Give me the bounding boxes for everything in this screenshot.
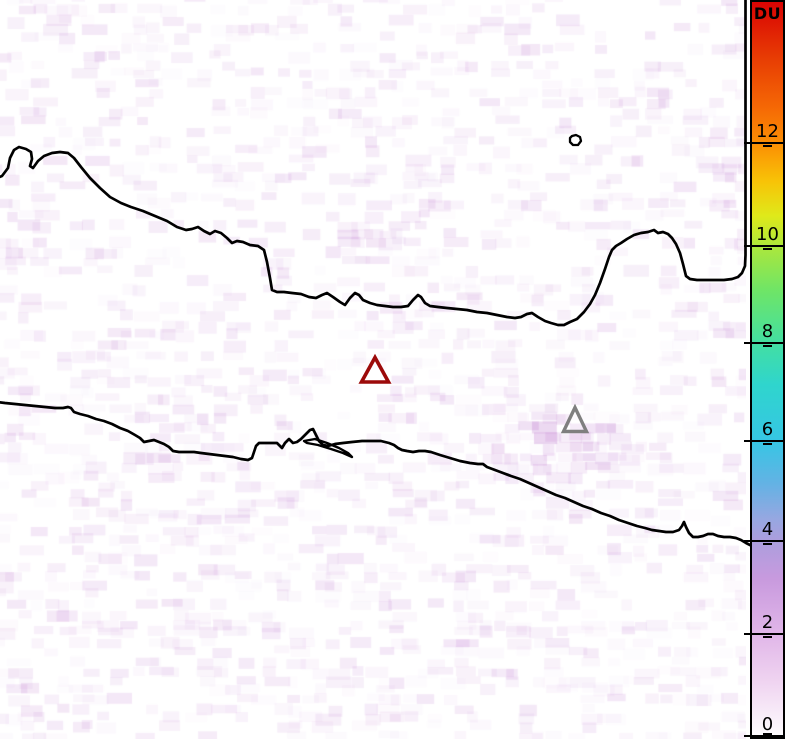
colorbar-outer-tick bbox=[744, 633, 751, 635]
colorbar-tick-line bbox=[752, 245, 783, 247]
colorbar-tick-dash bbox=[763, 144, 772, 147]
colorbar-tick-dash bbox=[763, 542, 772, 545]
colorbar-tick-line bbox=[752, 540, 783, 542]
colorbar-tick-line bbox=[752, 633, 783, 635]
colorbar-tick-label: 12 bbox=[756, 121, 779, 142]
colorbar-tick-line bbox=[752, 735, 783, 737]
colorbar-tick-dash bbox=[763, 442, 772, 445]
colorbar-outer-tick bbox=[744, 540, 751, 542]
pixel-retrieval-layer bbox=[0, 0, 746, 739]
small-island bbox=[568, 133, 583, 147]
colorbar-tick-dash bbox=[763, 635, 772, 638]
colorbar-tick-label: 0 bbox=[761, 714, 774, 735]
colorbar-outer-tick bbox=[744, 245, 751, 247]
lagoon-island-sliver bbox=[302, 437, 354, 459]
colorbar-outer-tick bbox=[744, 142, 751, 144]
colorbar-tick-label: 10 bbox=[756, 224, 779, 245]
colorbar-tick-line bbox=[752, 440, 783, 442]
colorbar-outer-tick bbox=[744, 342, 751, 344]
coastline-north-java bbox=[0, 0, 747, 327]
colorbar-outer-tick bbox=[744, 735, 751, 737]
volcano-marker-secondary bbox=[560, 403, 590, 434]
volcano-marker-primary bbox=[358, 353, 392, 384]
colorbar-tick-label: 6 bbox=[761, 419, 774, 440]
colorbar-tick-label: 8 bbox=[761, 321, 774, 342]
colorbar-outer-tick bbox=[744, 440, 751, 442]
colorbar-tick-dash bbox=[763, 733, 772, 736]
colorbar-tick-dash bbox=[763, 344, 772, 347]
colorbar-tick-line bbox=[752, 142, 783, 144]
colorbar-tick-dash bbox=[763, 247, 772, 250]
colorbar-unit-label: DU bbox=[753, 4, 782, 23]
colorbar-tick-line bbox=[752, 342, 783, 344]
colorbar-tick-label: 4 bbox=[761, 519, 774, 540]
coastline-south-java bbox=[0, 401, 754, 548]
colorbar: DU 0 2 4 6 8 10 12 bbox=[750, 0, 785, 739]
colorbar-tick-label: 2 bbox=[761, 612, 774, 633]
